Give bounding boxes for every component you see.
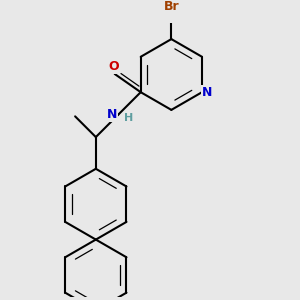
- Text: O: O: [108, 60, 119, 73]
- Text: N: N: [202, 86, 212, 99]
- Text: N: N: [107, 108, 118, 121]
- Text: Br: Br: [164, 0, 179, 13]
- Text: H: H: [124, 113, 133, 123]
